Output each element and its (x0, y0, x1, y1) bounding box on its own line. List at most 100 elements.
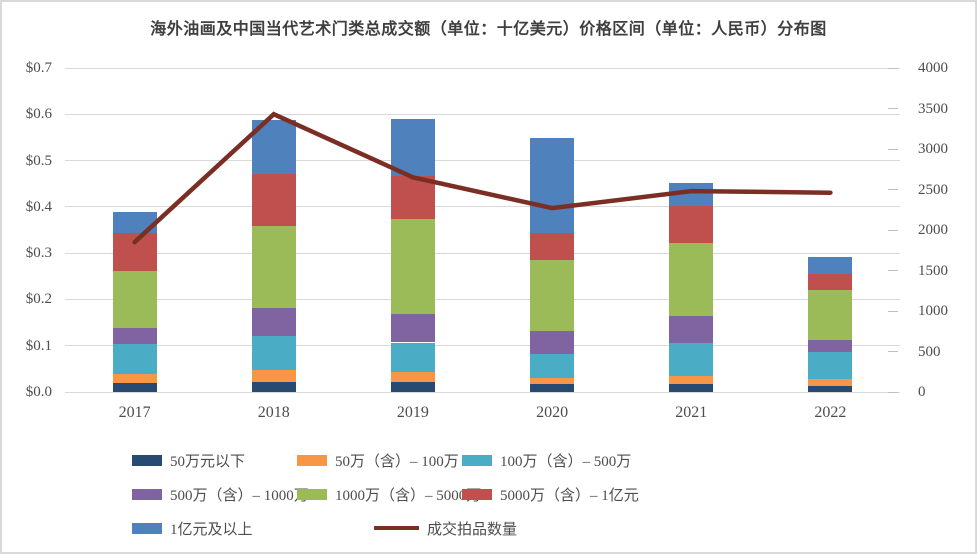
plot-area (65, 67, 900, 393)
right-axis-tick-label: 2000 (918, 222, 948, 238)
left-axis-tick-label: $0.2 (25, 291, 52, 308)
bar-segment (808, 351, 853, 379)
gridline (65, 298, 900, 300)
bar-segment (112, 373, 157, 383)
right-axis-tick (888, 391, 898, 393)
right-axis-tick-label: 3500 (918, 100, 948, 117)
left-axis-tick-label: $0.7 (25, 60, 52, 76)
legend-item-label: 1亿元及以上 (170, 521, 253, 538)
legend-item-label: 50万（含）– 100万 (335, 453, 459, 470)
bar-segment (390, 118, 435, 176)
bar-segment (251, 381, 296, 392)
right-axis-tick-label: 1000 (918, 303, 948, 319)
bar-segment (251, 308, 296, 337)
legend-item-series-6: 1亿元及以上 (132, 520, 253, 538)
legend-swatch (132, 488, 162, 500)
bar-segment (669, 206, 714, 243)
bar-segment (669, 242, 714, 317)
gridline (65, 67, 900, 69)
gridline (65, 345, 900, 347)
right-axis-tick (888, 270, 898, 271)
legend-item-series-5: 5000万（含）– 1亿元 (462, 486, 639, 504)
legend-item-series-4: 1000万（含）– 5000万 (297, 486, 482, 504)
bar-segment (112, 211, 157, 233)
bar-segment (669, 342, 714, 377)
bar-segment (808, 273, 853, 291)
bar-2018 (251, 120, 296, 392)
left-axis-tick-label: $0.5 (25, 152, 52, 169)
legend-item-label: 1000万（含）– 5000万 (335, 487, 482, 504)
legend-item-series-3: 500万（含）– 1000万 (132, 486, 309, 504)
right-axis-tick-label: 500 (918, 343, 941, 360)
bar-segment (808, 378, 853, 386)
legend-swatch (297, 454, 327, 466)
bar-segment (530, 331, 575, 354)
legend-item-label: 100万（含）– 500万 (500, 453, 632, 470)
bar-segment (390, 372, 435, 382)
bar-segment (808, 256, 853, 274)
bar-2017 (112, 211, 157, 392)
bar-segment (112, 328, 157, 345)
bar-segment (112, 344, 157, 374)
legend-line-swatch (374, 526, 419, 530)
legend-item-label: 50万元以下 (170, 453, 246, 470)
legend-swatch (132, 522, 162, 534)
right-axis-tick (888, 351, 898, 352)
legend-swatch (132, 454, 162, 466)
legend-item-series-2: 100万（含）– 500万 (462, 452, 632, 470)
legend-swatch (462, 454, 492, 466)
bar-segment (112, 382, 157, 392)
legend-item-label: 5000万（含）– 1亿元 (500, 487, 639, 504)
x-axis-label: 2021 (675, 404, 708, 421)
right-axis-tick-label: 4000 (918, 60, 948, 76)
left-axis-tick-label: $0.4 (25, 198, 52, 215)
right-axis-tick (888, 148, 898, 150)
legend-item-line-series: 成交拍品数量 (374, 520, 518, 538)
chart-title: 海外油画及中国当代艺术门类总成交额（单位：十亿美元）价格区间（单位：人民币）分布… (150, 21, 827, 38)
bar-segment (390, 314, 435, 343)
transaction-count-line (132, 111, 833, 245)
bar-segment (530, 377, 575, 385)
bar-segment (808, 385, 853, 392)
legend-item-label: 成交拍品数量 (427, 521, 518, 538)
bar-segment (390, 219, 435, 315)
bar-segment (808, 290, 853, 341)
legend-item-series-0: 50万元以下 (132, 452, 246, 470)
gridline (65, 206, 900, 208)
gridline (65, 113, 900, 115)
legend-swatch (297, 488, 327, 500)
right-axis-tick (888, 310, 898, 312)
bar-segment (530, 232, 575, 260)
bar-segment (390, 342, 435, 373)
bar-segment (390, 175, 435, 220)
right-axis-tick (888, 67, 898, 69)
bar-segment (530, 384, 575, 392)
bar-segment (669, 316, 714, 343)
right-axis-tick-label: 3000 (918, 141, 948, 157)
bar-segment (530, 137, 575, 233)
x-axis-label: 2020 (536, 404, 569, 421)
legend-item-series-1: 50万（含）– 100万 (297, 452, 459, 470)
right-axis-tick (888, 229, 898, 231)
bar-segment (251, 336, 296, 371)
bar-2019 (390, 118, 435, 392)
bar-segment (112, 271, 157, 329)
bar-2021 (669, 183, 714, 392)
bar-segment (251, 173, 296, 227)
bar-segment (669, 376, 714, 385)
bar-segment (530, 353, 575, 378)
left-axis-tick-label: $0.3 (25, 245, 52, 262)
gridline (65, 391, 900, 393)
bar-segment (251, 226, 296, 309)
legend-swatch (462, 488, 492, 500)
right-axis-tick-label: 1500 (918, 262, 948, 279)
bar-2020 (530, 137, 575, 392)
right-axis-tick-label: 0 (918, 384, 926, 400)
left-axis-tick-label: $0.1 (25, 337, 52, 354)
x-axis-label: 2017 (118, 404, 151, 421)
x-axis-label: 2018 (257, 404, 290, 421)
x-axis-label: 2022 (814, 404, 847, 421)
bar-segment (390, 381, 435, 392)
bar-segment (530, 259, 575, 332)
